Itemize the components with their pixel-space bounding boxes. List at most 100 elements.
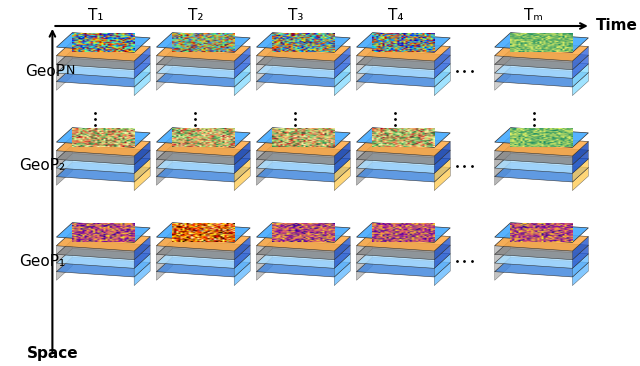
- Polygon shape: [56, 59, 150, 78]
- Polygon shape: [435, 245, 451, 268]
- Polygon shape: [56, 153, 72, 177]
- Polygon shape: [156, 257, 172, 280]
- Polygon shape: [257, 162, 273, 185]
- Polygon shape: [356, 223, 451, 242]
- Polygon shape: [495, 33, 588, 52]
- Polygon shape: [495, 59, 588, 78]
- Polygon shape: [356, 41, 372, 64]
- Polygon shape: [56, 257, 150, 277]
- Polygon shape: [495, 257, 588, 277]
- Polygon shape: [572, 64, 588, 87]
- Polygon shape: [56, 231, 72, 254]
- Polygon shape: [234, 142, 250, 165]
- Polygon shape: [435, 46, 451, 70]
- Polygon shape: [257, 136, 350, 156]
- Polygon shape: [495, 162, 588, 182]
- Polygon shape: [435, 262, 451, 285]
- Polygon shape: [334, 254, 350, 277]
- Polygon shape: [234, 167, 250, 191]
- Polygon shape: [356, 50, 451, 70]
- Polygon shape: [134, 55, 150, 78]
- Polygon shape: [156, 59, 172, 82]
- Polygon shape: [257, 41, 273, 64]
- Polygon shape: [134, 150, 150, 173]
- Polygon shape: [56, 50, 72, 73]
- Polygon shape: [257, 67, 273, 90]
- Polygon shape: [56, 41, 150, 61]
- Polygon shape: [257, 162, 350, 182]
- Polygon shape: [356, 162, 451, 182]
- Polygon shape: [495, 128, 588, 147]
- Polygon shape: [334, 167, 350, 191]
- Polygon shape: [257, 223, 350, 242]
- Polygon shape: [356, 136, 372, 160]
- Polygon shape: [257, 231, 273, 254]
- Polygon shape: [435, 72, 451, 96]
- Polygon shape: [156, 249, 250, 268]
- Polygon shape: [156, 50, 172, 73]
- Polygon shape: [356, 153, 451, 173]
- Polygon shape: [356, 249, 451, 268]
- Polygon shape: [356, 136, 451, 156]
- Polygon shape: [334, 236, 350, 260]
- Polygon shape: [134, 167, 150, 191]
- Polygon shape: [356, 128, 451, 147]
- Polygon shape: [156, 153, 250, 173]
- Polygon shape: [134, 46, 150, 70]
- Polygon shape: [56, 136, 150, 156]
- Polygon shape: [234, 64, 250, 87]
- Polygon shape: [134, 262, 150, 285]
- Polygon shape: [356, 257, 451, 277]
- Polygon shape: [356, 59, 372, 82]
- Polygon shape: [356, 162, 372, 185]
- Polygon shape: [257, 249, 350, 268]
- Polygon shape: [257, 257, 273, 280]
- Polygon shape: [356, 257, 372, 280]
- Polygon shape: [156, 231, 250, 251]
- Polygon shape: [56, 67, 150, 87]
- Polygon shape: [156, 67, 172, 90]
- Polygon shape: [156, 33, 250, 52]
- Polygon shape: [495, 67, 511, 90]
- Polygon shape: [56, 41, 72, 64]
- Polygon shape: [435, 167, 451, 191]
- Polygon shape: [572, 245, 588, 268]
- Polygon shape: [56, 136, 72, 160]
- Polygon shape: [495, 223, 588, 242]
- Polygon shape: [257, 136, 273, 160]
- Polygon shape: [572, 150, 588, 173]
- Polygon shape: [257, 67, 350, 87]
- Polygon shape: [435, 254, 451, 277]
- Polygon shape: [156, 153, 172, 177]
- Polygon shape: [572, 167, 588, 191]
- Polygon shape: [156, 223, 250, 242]
- Polygon shape: [495, 231, 588, 251]
- Polygon shape: [435, 159, 451, 182]
- Text: Time: Time: [595, 19, 637, 34]
- Polygon shape: [495, 67, 588, 87]
- Polygon shape: [234, 236, 250, 260]
- Polygon shape: [56, 145, 150, 165]
- Polygon shape: [156, 50, 250, 70]
- Polygon shape: [495, 41, 588, 61]
- Polygon shape: [572, 72, 588, 96]
- Polygon shape: [257, 128, 350, 147]
- Text: GeoP₁: GeoP₁: [19, 254, 65, 269]
- Polygon shape: [334, 159, 350, 182]
- Polygon shape: [572, 236, 588, 260]
- Polygon shape: [257, 153, 273, 177]
- Polygon shape: [56, 145, 72, 168]
- Polygon shape: [134, 245, 150, 268]
- Polygon shape: [334, 262, 350, 285]
- Polygon shape: [356, 145, 372, 168]
- Polygon shape: [495, 153, 588, 173]
- Polygon shape: [334, 72, 350, 96]
- Polygon shape: [495, 231, 511, 254]
- Polygon shape: [495, 136, 588, 156]
- Polygon shape: [257, 240, 350, 260]
- Polygon shape: [234, 55, 250, 78]
- Polygon shape: [257, 240, 273, 263]
- Polygon shape: [334, 55, 350, 78]
- Polygon shape: [356, 240, 451, 260]
- Polygon shape: [495, 50, 511, 73]
